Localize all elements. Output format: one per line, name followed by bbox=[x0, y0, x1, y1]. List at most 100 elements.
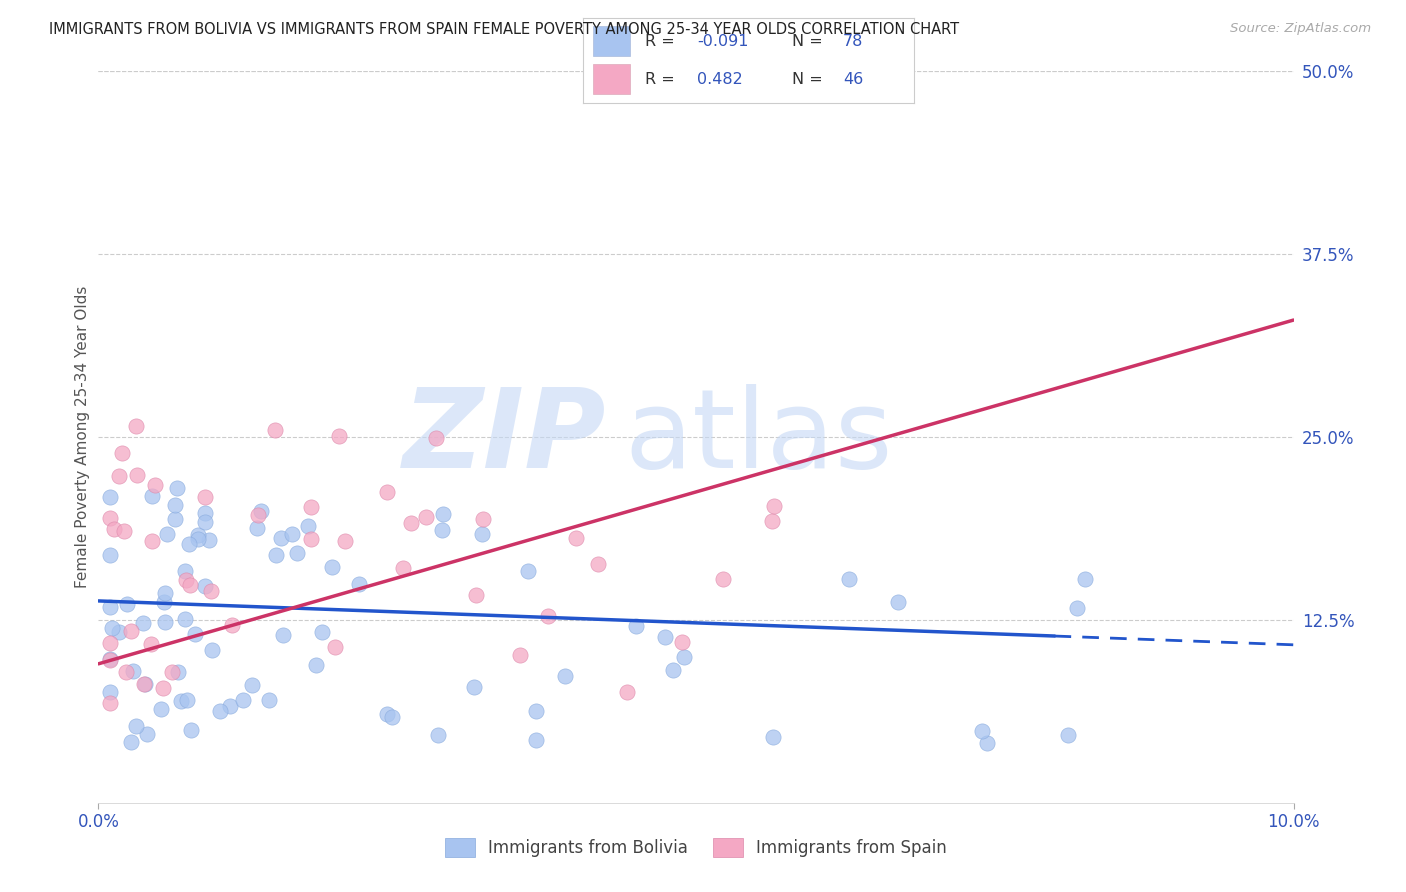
Point bbox=[100, 490, 122, 504]
Point bbox=[174, 564, 197, 578]
Point bbox=[153, 586, 176, 600]
Point bbox=[762, 730, 785, 744]
Point bbox=[180, 723, 202, 737]
Point bbox=[391, 561, 413, 575]
Text: R =: R = bbox=[644, 71, 685, 87]
Point bbox=[177, 537, 200, 551]
Point bbox=[471, 527, 494, 541]
Point bbox=[149, 702, 172, 716]
Point bbox=[671, 635, 693, 649]
Point bbox=[304, 658, 326, 673]
Point bbox=[250, 503, 273, 517]
Bar bbox=[593, 27, 630, 56]
Point bbox=[160, 665, 183, 679]
Point bbox=[465, 588, 488, 602]
Point bbox=[375, 485, 398, 500]
Point bbox=[1074, 572, 1097, 586]
Point bbox=[194, 515, 217, 529]
Text: ZIP: ZIP bbox=[404, 384, 606, 491]
Point bbox=[193, 507, 215, 521]
Point bbox=[349, 577, 371, 591]
Point bbox=[201, 643, 224, 657]
Point bbox=[127, 468, 149, 483]
Point bbox=[1057, 728, 1080, 742]
Point bbox=[108, 624, 131, 639]
Point bbox=[311, 624, 333, 639]
Point bbox=[554, 669, 576, 683]
Point bbox=[270, 531, 292, 545]
Point bbox=[517, 564, 540, 578]
Point bbox=[323, 640, 346, 655]
Point bbox=[125, 418, 148, 433]
Point bbox=[100, 685, 122, 699]
Text: -0.091: -0.091 bbox=[697, 34, 749, 49]
Point bbox=[299, 500, 322, 514]
Point bbox=[103, 522, 125, 536]
Point bbox=[139, 637, 162, 651]
Text: atlas: atlas bbox=[624, 384, 893, 491]
Point bbox=[121, 624, 143, 638]
Point bbox=[626, 619, 648, 633]
Point bbox=[111, 446, 134, 460]
Text: R =: R = bbox=[644, 34, 679, 49]
Point bbox=[184, 626, 207, 640]
Point bbox=[524, 704, 547, 718]
Point bbox=[887, 594, 910, 608]
Point bbox=[143, 478, 166, 492]
Point bbox=[219, 698, 242, 713]
Point bbox=[381, 710, 404, 724]
Point bbox=[432, 523, 454, 537]
Point bbox=[565, 532, 588, 546]
Point bbox=[187, 527, 209, 541]
Point bbox=[662, 663, 685, 677]
Point bbox=[524, 732, 547, 747]
Point bbox=[132, 677, 155, 691]
Point bbox=[654, 630, 676, 644]
Point bbox=[321, 559, 343, 574]
Point bbox=[108, 469, 131, 483]
Point bbox=[120, 735, 142, 749]
Point bbox=[194, 490, 217, 504]
Point bbox=[134, 676, 156, 690]
Point bbox=[246, 521, 269, 535]
Point bbox=[299, 532, 322, 546]
Point bbox=[970, 724, 993, 739]
Legend: Immigrants from Bolivia, Immigrants from Spain: Immigrants from Bolivia, Immigrants from… bbox=[439, 831, 953, 864]
Point bbox=[100, 652, 122, 666]
Point bbox=[333, 534, 356, 549]
Point bbox=[536, 609, 558, 624]
Point bbox=[200, 583, 222, 598]
Point bbox=[166, 481, 188, 495]
Point bbox=[187, 533, 209, 547]
Point bbox=[463, 680, 485, 694]
Point bbox=[101, 621, 124, 635]
Point bbox=[179, 578, 201, 592]
Text: 46: 46 bbox=[842, 71, 863, 87]
Point bbox=[100, 599, 122, 614]
Point bbox=[163, 511, 186, 525]
Point bbox=[112, 524, 135, 538]
Point bbox=[263, 423, 285, 437]
Point bbox=[194, 579, 217, 593]
Point bbox=[100, 653, 122, 667]
Point bbox=[167, 665, 190, 679]
Point bbox=[328, 428, 350, 442]
Point bbox=[762, 499, 785, 513]
Point bbox=[240, 678, 263, 692]
Point bbox=[287, 545, 309, 559]
Point bbox=[170, 694, 193, 708]
Point bbox=[399, 516, 422, 530]
Text: 78: 78 bbox=[842, 34, 863, 49]
Bar bbox=[593, 64, 630, 95]
Point bbox=[141, 489, 163, 503]
Point bbox=[976, 736, 998, 750]
Point bbox=[761, 515, 783, 529]
Point bbox=[711, 572, 734, 586]
Point bbox=[259, 693, 281, 707]
Point bbox=[221, 618, 243, 632]
Point bbox=[415, 509, 437, 524]
Point bbox=[156, 526, 179, 541]
Point bbox=[115, 597, 138, 611]
Y-axis label: Female Poverty Among 25-34 Year Olds: Female Poverty Among 25-34 Year Olds bbox=[75, 286, 90, 588]
Point bbox=[100, 511, 122, 525]
